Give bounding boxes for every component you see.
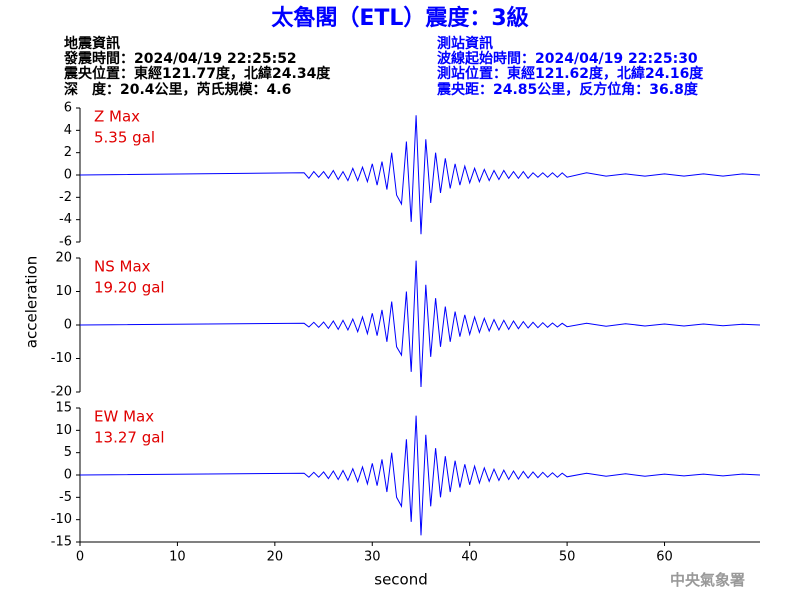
x-tick-label: 0	[76, 550, 84, 565]
y-tick-label: 10	[55, 284, 72, 299]
y-tick-label: -15	[51, 535, 72, 550]
station-info: 波線起始時間：2024/04/19 22:25:30	[437, 50, 698, 67]
station-info: 測站資訊	[437, 35, 493, 52]
y-tick-label: 20	[55, 251, 72, 266]
y-axis-label: acceleration	[23, 256, 41, 348]
component-label: NS Max	[94, 258, 151, 276]
y-tick-label: -5	[59, 490, 72, 505]
waveform	[79, 115, 761, 235]
waveform	[79, 415, 761, 536]
y-tick-label: 0	[64, 168, 72, 183]
y-tick-label: 10	[55, 423, 72, 438]
x-tick-label: 10	[169, 550, 186, 565]
y-tick-label: 2	[64, 145, 72, 160]
y-tick-label: 0	[64, 468, 72, 483]
y-tick-label: 5	[64, 445, 72, 460]
credit: 中央氣象署	[670, 571, 745, 589]
x-tick-label: 50	[559, 550, 576, 565]
x-tick-label: 60	[656, 550, 673, 565]
y-tick-label: -6	[59, 235, 72, 250]
x-tick-label: 40	[461, 550, 478, 565]
y-tick-label: -4	[59, 212, 72, 227]
x-axis-label: second	[374, 571, 428, 589]
x-tick-label: 20	[267, 550, 284, 565]
waveform	[79, 260, 761, 388]
component-label: EW Max	[94, 408, 154, 426]
y-tick-label: 4	[64, 123, 72, 138]
max-label: 13.27 gal	[94, 429, 165, 447]
station-info: 震央距：24.85公里，反方位角：36.8度	[436, 81, 699, 98]
max-label: 19.20 gal	[94, 279, 165, 297]
component-label: Z Max	[94, 108, 140, 126]
y-tick-label: 0	[64, 318, 72, 333]
y-tick-label: -10	[51, 512, 72, 527]
y-tick-label: 15	[55, 401, 72, 416]
y-tick-label: -20	[51, 385, 72, 400]
event-info: 震央位置：東經121.77度，北緯24.34度	[63, 65, 331, 82]
event-info: 發震時間：2024/04/19 22:25:52	[63, 50, 297, 67]
y-tick-label: -10	[51, 351, 72, 366]
y-tick-label: 6	[64, 101, 72, 116]
y-tick-label: -2	[59, 190, 72, 205]
station-info: 測站位置：東經121.62度，北緯24.16度	[437, 65, 704, 82]
event-info: 深 度：20.4公里，芮氏規模：4.6	[64, 81, 291, 98]
event-info: 地震資訊	[64, 35, 120, 52]
max-label: 5.35 gal	[94, 129, 155, 147]
chart-title: 太魯閣（ETL）震度：3級	[271, 5, 528, 31]
x-tick-label: 30	[364, 550, 381, 565]
